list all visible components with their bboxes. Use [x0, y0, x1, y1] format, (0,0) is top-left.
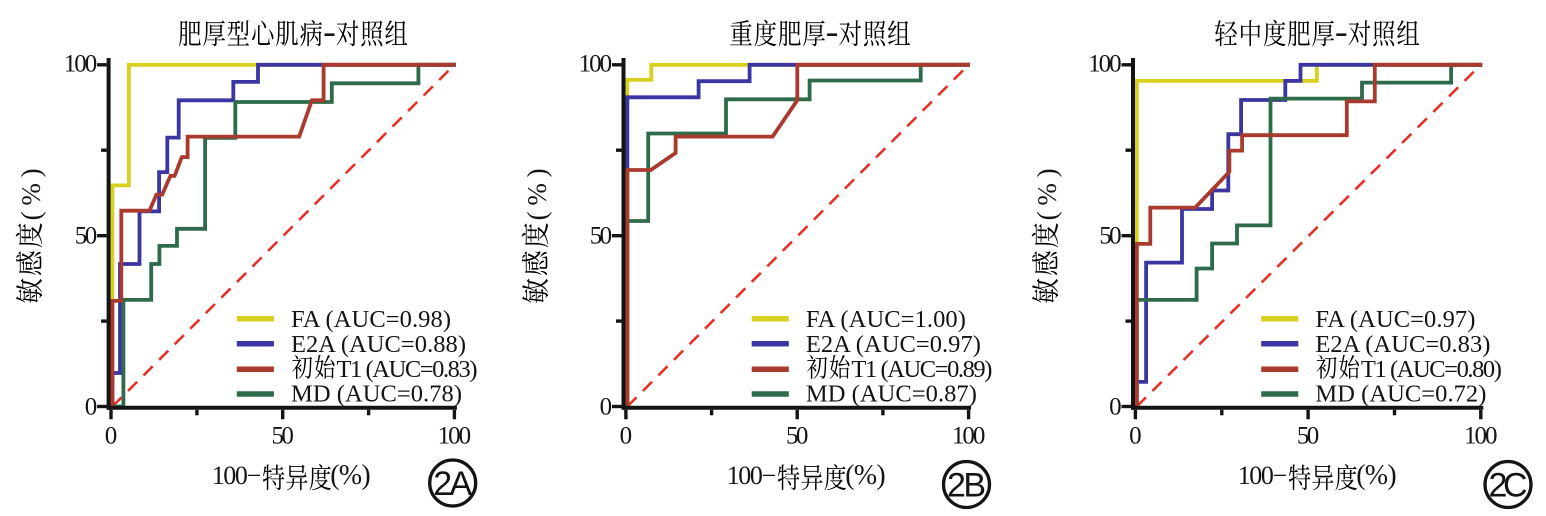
svg-text:E2A (AUC=0.97): E2A (AUC=0.97) — [806, 331, 981, 358]
svg-text:E2A (AUC=0.83): E2A (AUC=0.83) — [1315, 331, 1490, 358]
svg-text:0: 0 — [1129, 423, 1142, 450]
svg-text:(%): (%) — [16, 168, 46, 220]
svg-text:100−: 100− — [1238, 461, 1288, 490]
svg-text:50: 50 — [272, 423, 294, 450]
svg-text:2C: 2C — [1489, 467, 1528, 505]
svg-text:2A: 2A — [433, 465, 472, 503]
svg-text:MD (AUC=0.72): MD (AUC=0.72) — [1315, 381, 1486, 408]
svg-text:0: 0 — [1109, 394, 1122, 421]
svg-text:50: 50 — [786, 423, 808, 450]
svg-text:100: 100 — [1088, 50, 1122, 77]
svg-text:100: 100 — [438, 423, 472, 450]
svg-text:2B: 2B — [947, 467, 986, 505]
svg-text:50: 50 — [75, 223, 97, 250]
svg-text:100: 100 — [952, 423, 986, 450]
svg-text:100−: 100− — [212, 461, 262, 490]
svg-text:100: 100 — [1464, 423, 1498, 450]
svg-text:100: 100 — [579, 50, 613, 77]
svg-text:(%): (%) — [330, 460, 371, 491]
svg-text:50: 50 — [590, 223, 612, 250]
svg-text:T1 (AUC=0.83): T1 (AUC=0.83) — [337, 356, 478, 383]
svg-text:50: 50 — [1099, 223, 1121, 250]
svg-text:MD (AUC=0.78): MD (AUC=0.78) — [291, 381, 462, 408]
svg-text:0: 0 — [85, 394, 98, 421]
svg-text:FA (AUC=0.97): FA (AUC=0.97) — [1315, 306, 1475, 333]
svg-text:FA (AUC=1.00): FA (AUC=1.00) — [806, 306, 966, 333]
svg-text:E2A (AUC=0.88): E2A (AUC=0.88) — [291, 331, 466, 358]
svg-text:(%): (%) — [522, 168, 552, 220]
svg-text:100: 100 — [64, 50, 98, 77]
svg-text:(%): (%) — [1356, 460, 1397, 491]
svg-text:0: 0 — [105, 423, 118, 450]
svg-text:T1 (AUC=0.80): T1 (AUC=0.80) — [1361, 356, 1502, 383]
svg-text:MD (AUC=0.87): MD (AUC=0.87) — [806, 381, 977, 408]
svg-text:T1 (AUC=0.89): T1 (AUC=0.89) — [851, 356, 992, 383]
svg-text:50: 50 — [1297, 423, 1319, 450]
svg-text:(%): (%) — [845, 460, 886, 491]
svg-text:0: 0 — [620, 423, 633, 450]
svg-text:(%): (%) — [1032, 168, 1062, 220]
svg-text:100−: 100− — [727, 461, 777, 490]
svg-text:FA (AUC=0.98): FA (AUC=0.98) — [291, 306, 451, 333]
svg-text:0: 0 — [600, 394, 613, 421]
